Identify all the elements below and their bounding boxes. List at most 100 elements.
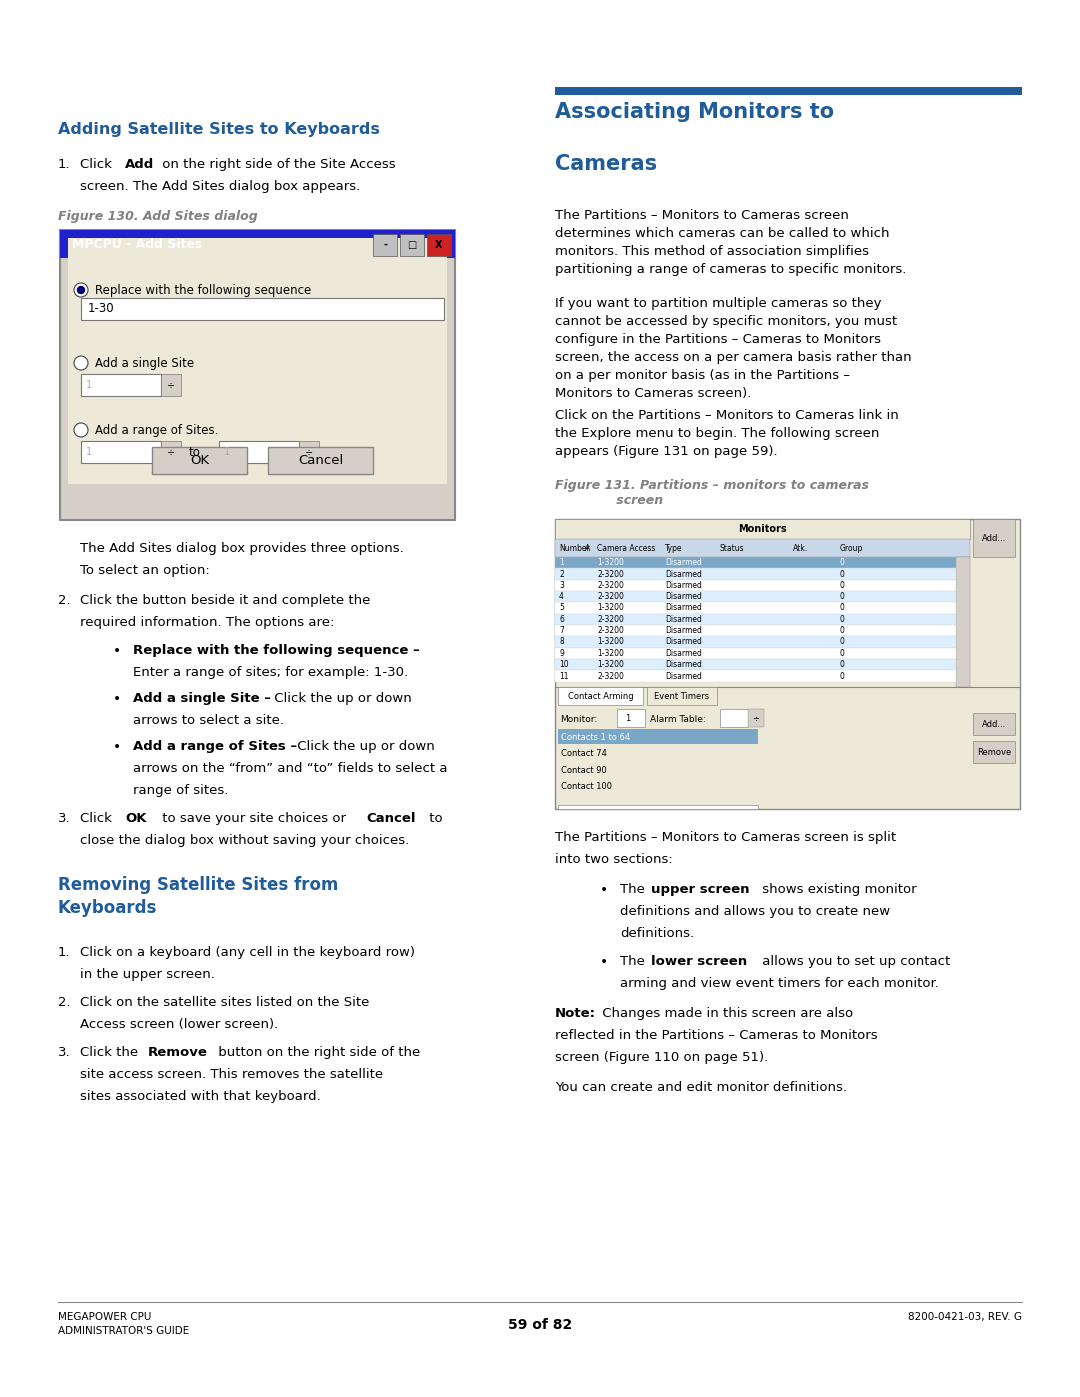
Text: 1-3200: 1-3200 [597, 637, 624, 647]
Text: 2-3200: 2-3200 [597, 615, 624, 624]
Text: 2.: 2. [58, 996, 70, 1009]
Text: Status: Status [720, 543, 744, 552]
Text: Click the up or down: Click the up or down [270, 692, 411, 705]
Text: OK: OK [125, 812, 147, 826]
Text: 1: 1 [224, 447, 230, 457]
Bar [558, 687, 643, 705]
Text: 1-30: 1-30 [87, 303, 114, 316]
Bar [748, 710, 764, 728]
Text: 3: 3 [559, 581, 564, 590]
Text: 11: 11 [559, 672, 568, 680]
Circle shape [78, 286, 84, 293]
Bar [555, 520, 1020, 809]
Text: 0: 0 [840, 615, 845, 624]
Text: Add...: Add... [982, 719, 1007, 729]
Bar [81, 298, 444, 320]
Text: Click the: Click the [80, 1046, 143, 1059]
Text: allows you to set up contact: allows you to set up contact [758, 956, 950, 968]
Text: screen. The Add Sites dialog box appears.: screen. The Add Sites dialog box appears… [80, 180, 361, 193]
Bar [973, 520, 1015, 557]
Text: 2-3200: 2-3200 [597, 672, 624, 680]
Text: Figure 130. Add Sites dialog: Figure 130. Add Sites dialog [58, 210, 258, 224]
Text: •: • [600, 883, 608, 897]
Text: screen (Figure 110 on page 51).: screen (Figure 110 on page 51). [555, 1051, 768, 1065]
Text: lower screen: lower screen [651, 956, 747, 968]
Text: X: X [435, 240, 443, 250]
Bar [555, 624, 956, 636]
Text: 2.: 2. [58, 594, 70, 608]
Text: Click on a keyboard (any cell in the keyboard row): Click on a keyboard (any cell in the key… [80, 946, 415, 958]
Text: Access screen (lower screen).: Access screen (lower screen). [80, 1018, 279, 1031]
Text: Number: Number [559, 543, 590, 552]
Text: 2-3200: 2-3200 [597, 592, 624, 601]
Text: Disarmed: Disarmed [665, 648, 702, 658]
Text: -: - [383, 240, 387, 250]
Bar [219, 441, 299, 462]
Text: Atk.: Atk. [793, 543, 808, 552]
Text: 3.: 3. [58, 1046, 70, 1059]
Bar [161, 441, 181, 462]
Text: 8200-0421-03, REV. G: 8200-0421-03, REV. G [908, 1312, 1022, 1322]
Text: 1.: 1. [58, 946, 70, 958]
Text: 0: 0 [840, 581, 845, 590]
Circle shape [75, 284, 87, 298]
Text: Disarmed: Disarmed [665, 661, 702, 669]
Text: Group: Group [840, 543, 863, 552]
Text: The Partitions – Monitors to Cameras screen
determines which cameras can be call: The Partitions – Monitors to Cameras scr… [555, 210, 906, 277]
Text: 1-3200: 1-3200 [597, 648, 624, 658]
Bar [555, 659, 956, 671]
Text: Adding Satellite Sites to Keyboards: Adding Satellite Sites to Keyboards [58, 122, 380, 137]
Text: Disarmed: Disarmed [665, 570, 702, 578]
Text: Associating Monitors to: Associating Monitors to [555, 102, 834, 122]
Text: •: • [113, 740, 121, 754]
Text: Figure 131. Partitions – monitors to cameras
              screen: Figure 131. Partitions – monitors to cam… [555, 479, 869, 507]
Text: 9: 9 [559, 648, 564, 658]
Bar [161, 374, 181, 395]
Text: button on the right side of the: button on the right side of the [214, 1046, 420, 1059]
Text: Camera Access: Camera Access [597, 543, 656, 552]
Text: to save your site choices or: to save your site choices or [158, 812, 350, 826]
Bar [400, 235, 424, 256]
Bar [81, 374, 161, 395]
Text: sites associated with that keyboard.: sites associated with that keyboard. [80, 1090, 321, 1104]
Text: Add a range of Sites –: Add a range of Sites – [133, 740, 297, 753]
Bar [555, 520, 970, 539]
Text: 1: 1 [86, 447, 92, 457]
Bar [68, 237, 447, 483]
Text: 0: 0 [840, 604, 845, 612]
Text: Remove: Remove [977, 747, 1011, 757]
Text: arrows to select a site.: arrows to select a site. [133, 714, 284, 726]
Bar [555, 557, 956, 569]
Bar [617, 710, 645, 728]
Text: site access screen. This removes the satellite: site access screen. This removes the sat… [80, 1067, 383, 1081]
Text: Click on the Partitions – Monitors to Cameras link in
the Explore menu to begin.: Click on the Partitions – Monitors to Ca… [555, 409, 899, 458]
Bar [647, 687, 717, 705]
Text: 0: 0 [840, 661, 845, 669]
Bar [60, 231, 455, 258]
Bar [299, 441, 319, 462]
Bar [558, 729, 758, 745]
Bar [555, 636, 956, 648]
Text: Disarmed: Disarmed [665, 672, 702, 680]
Text: 10: 10 [559, 661, 569, 669]
Text: 0: 0 [840, 592, 845, 601]
Text: 0: 0 [840, 570, 845, 578]
Bar [60, 231, 455, 520]
Text: to: to [189, 446, 201, 458]
Text: Add: Add [125, 158, 154, 170]
Text: You can create and edit monitor definitions.: You can create and edit monitor definiti… [555, 1081, 847, 1094]
Text: Click the up or down: Click the up or down [293, 740, 435, 753]
Text: Disarmed: Disarmed [665, 626, 702, 636]
Text: ÷: ÷ [753, 714, 759, 722]
Text: arming and view event timers for each monitor.: arming and view event timers for each mo… [620, 977, 939, 990]
Text: Contact 100: Contact 100 [561, 782, 612, 791]
Text: Enter a range of sites; for example: 1-30.: Enter a range of sites; for example: 1-3… [133, 666, 408, 679]
Text: Type: Type [665, 543, 683, 552]
Text: 59 of 82: 59 of 82 [508, 1317, 572, 1331]
Text: 7: 7 [559, 626, 564, 636]
Text: Contacts 1 to 64: Contacts 1 to 64 [561, 732, 630, 742]
Text: The Partitions – Monitors to Cameras screen is split: The Partitions – Monitors to Cameras scr… [555, 831, 896, 844]
Text: 2-3200: 2-3200 [597, 626, 624, 636]
Bar [555, 613, 956, 624]
Text: Disarmed: Disarmed [665, 604, 702, 612]
